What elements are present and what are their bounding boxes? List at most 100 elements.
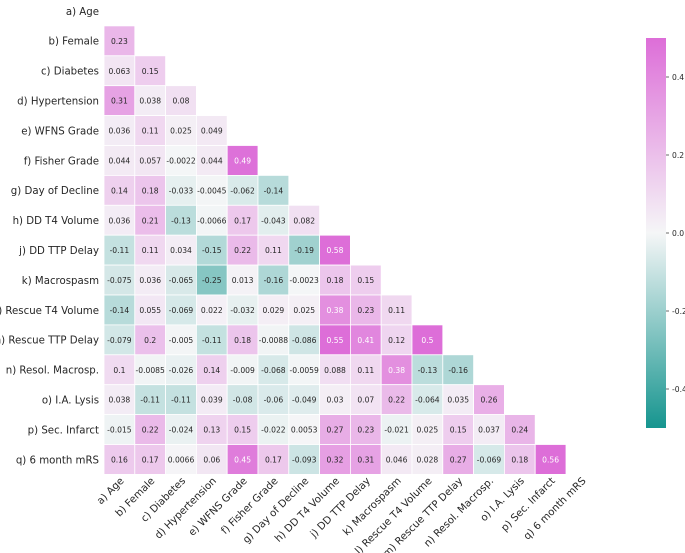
y-tick-label: o) I.A. Lysis [42, 395, 99, 406]
y-tick-label: n) Resol. Macrosp. [6, 366, 99, 377]
cell-value: 0.27 [450, 455, 467, 464]
y-tick-label: c) Diabetes [41, 67, 99, 78]
cell-value: -0.069 [169, 306, 194, 315]
colorbar-bar [646, 38, 666, 428]
heatmap-cell-labels: 0.23 0.063 0.15 0.31 0.038 0.08 0.036 0.11 0.025… [107, 37, 559, 465]
heatmap-cell [103, 204, 136, 236]
colorbar-tick-label: 0.4 [672, 73, 684, 82]
cell-value: -0.0059 [290, 366, 319, 375]
cell-value: 0.14 [203, 366, 220, 375]
heatmap-cell [503, 414, 536, 445]
cell-value: 0.03 [327, 396, 344, 405]
cell-value: -0.075 [107, 276, 132, 285]
colorbar-tick-label: 0.2 [672, 151, 684, 160]
cell-value: 0.038 [109, 396, 131, 405]
y-tick-label: l) Rescue T4 Volume [0, 306, 99, 317]
cell-value: -0.0088 [259, 336, 288, 345]
cell-value: -0.009 [230, 366, 255, 375]
heatmap-cell [195, 145, 228, 176]
cell-value: -0.024 [169, 426, 194, 435]
cell-value: 0.27 [327, 426, 344, 435]
heatmap-cell [103, 174, 136, 206]
heatmap-cell [195, 294, 228, 326]
heatmap-cell [195, 414, 228, 445]
cell-value: -0.086 [292, 336, 317, 345]
heatmap-cell [257, 384, 290, 416]
cell-value: 0.23 [111, 37, 128, 46]
heatmap-cell [319, 294, 351, 326]
cell-value: 0.38 [388, 366, 405, 375]
heatmap-cell [442, 354, 474, 386]
heatmap-cell [411, 384, 444, 416]
cell-value: 0.0053 [291, 426, 318, 435]
cell-value: 0.22 [142, 426, 159, 435]
y-tick-label: b) Female [48, 37, 99, 48]
heatmap-cell [165, 384, 197, 416]
cell-value: 0.2 [144, 336, 156, 345]
heatmap-cell [226, 294, 259, 326]
heatmap-cell [380, 354, 413, 386]
heatmap-cell [257, 174, 290, 206]
y-tick-label: a) Age [66, 7, 99, 18]
y-axis-labels: a) Age b) Female c) Diabetes d) Hypertensio… [0, 7, 99, 467]
x-tick-label: f) Fisher Grade [220, 476, 281, 537]
cell-value: -0.0045 [197, 186, 226, 195]
heatmap-cell [134, 174, 167, 206]
heatmap-cell [319, 234, 351, 266]
cell-value: -0.033 [169, 186, 194, 195]
cell-value: 0.18 [142, 186, 159, 195]
heatmap-cell [473, 444, 505, 475]
heatmap-cell [319, 414, 351, 445]
cell-value: 0.044 [201, 156, 223, 165]
cell-value: 0.18 [234, 336, 251, 345]
cell-value: -0.14 [264, 186, 284, 195]
cell-value: 0.08 [173, 97, 190, 106]
cell-value: -0.022 [261, 426, 286, 435]
y-tick-label: j) DD TTP Delay [18, 246, 99, 257]
heatmap-cell [226, 444, 259, 475]
cell-value: 0.044 [109, 156, 131, 165]
cell-value: 0.063 [109, 67, 131, 76]
cell-value: -0.069 [477, 455, 502, 464]
cell-value: -0.026 [169, 366, 194, 375]
heatmap-cell [442, 414, 474, 445]
heatmap-cell [349, 324, 382, 356]
cell-value: 0.15 [234, 426, 251, 435]
heatmap-cell [165, 444, 197, 475]
cell-value: 0.036 [109, 127, 131, 136]
heatmap-cell [349, 294, 382, 326]
cell-value: -0.11 [110, 246, 130, 255]
cell-value: 0.013 [232, 276, 254, 285]
cell-value: 0.15 [357, 276, 374, 285]
cell-value: 0.26 [481, 396, 498, 405]
y-tick-label: h) DD T4 Volume [13, 216, 99, 227]
heatmap-cell [134, 145, 167, 176]
heatmap-cell [257, 444, 290, 475]
heatmap-cell [411, 414, 444, 445]
heatmap-cell [195, 444, 228, 475]
y-tick-label: q) 6 month mRS [16, 455, 99, 466]
cell-value: 0.11 [142, 127, 159, 136]
cell-value: 0.035 [447, 396, 469, 405]
cell-value: -0.25 [202, 276, 222, 285]
heatmap-cell [411, 354, 444, 386]
cell-value: -0.049 [292, 396, 317, 405]
cell-value: 0.15 [450, 426, 467, 435]
heatmap-cell [134, 115, 167, 146]
colorbar: -0.4 -0.2 0.0 0.2 0.4 [646, 38, 685, 428]
heatmap-cell [257, 354, 290, 386]
cell-value: -0.093 [292, 455, 317, 464]
cell-value: -0.079 [107, 336, 132, 345]
cell-value: -0.065 [169, 276, 194, 285]
cell-value: 0.046 [386, 455, 408, 464]
cell-value: -0.015 [107, 426, 132, 435]
cell-value: 0.12 [388, 336, 405, 345]
cell-value: 0.038 [139, 97, 161, 106]
cell-value: 0.23 [357, 306, 374, 315]
cell-value: 0.18 [511, 455, 528, 464]
heatmap-cell [257, 264, 290, 296]
heatmap-cell [534, 444, 567, 475]
cell-value: -0.0022 [166, 156, 195, 165]
cell-value: 0.22 [234, 246, 251, 255]
y-tick-label: e) WFNS Grade [21, 126, 99, 137]
